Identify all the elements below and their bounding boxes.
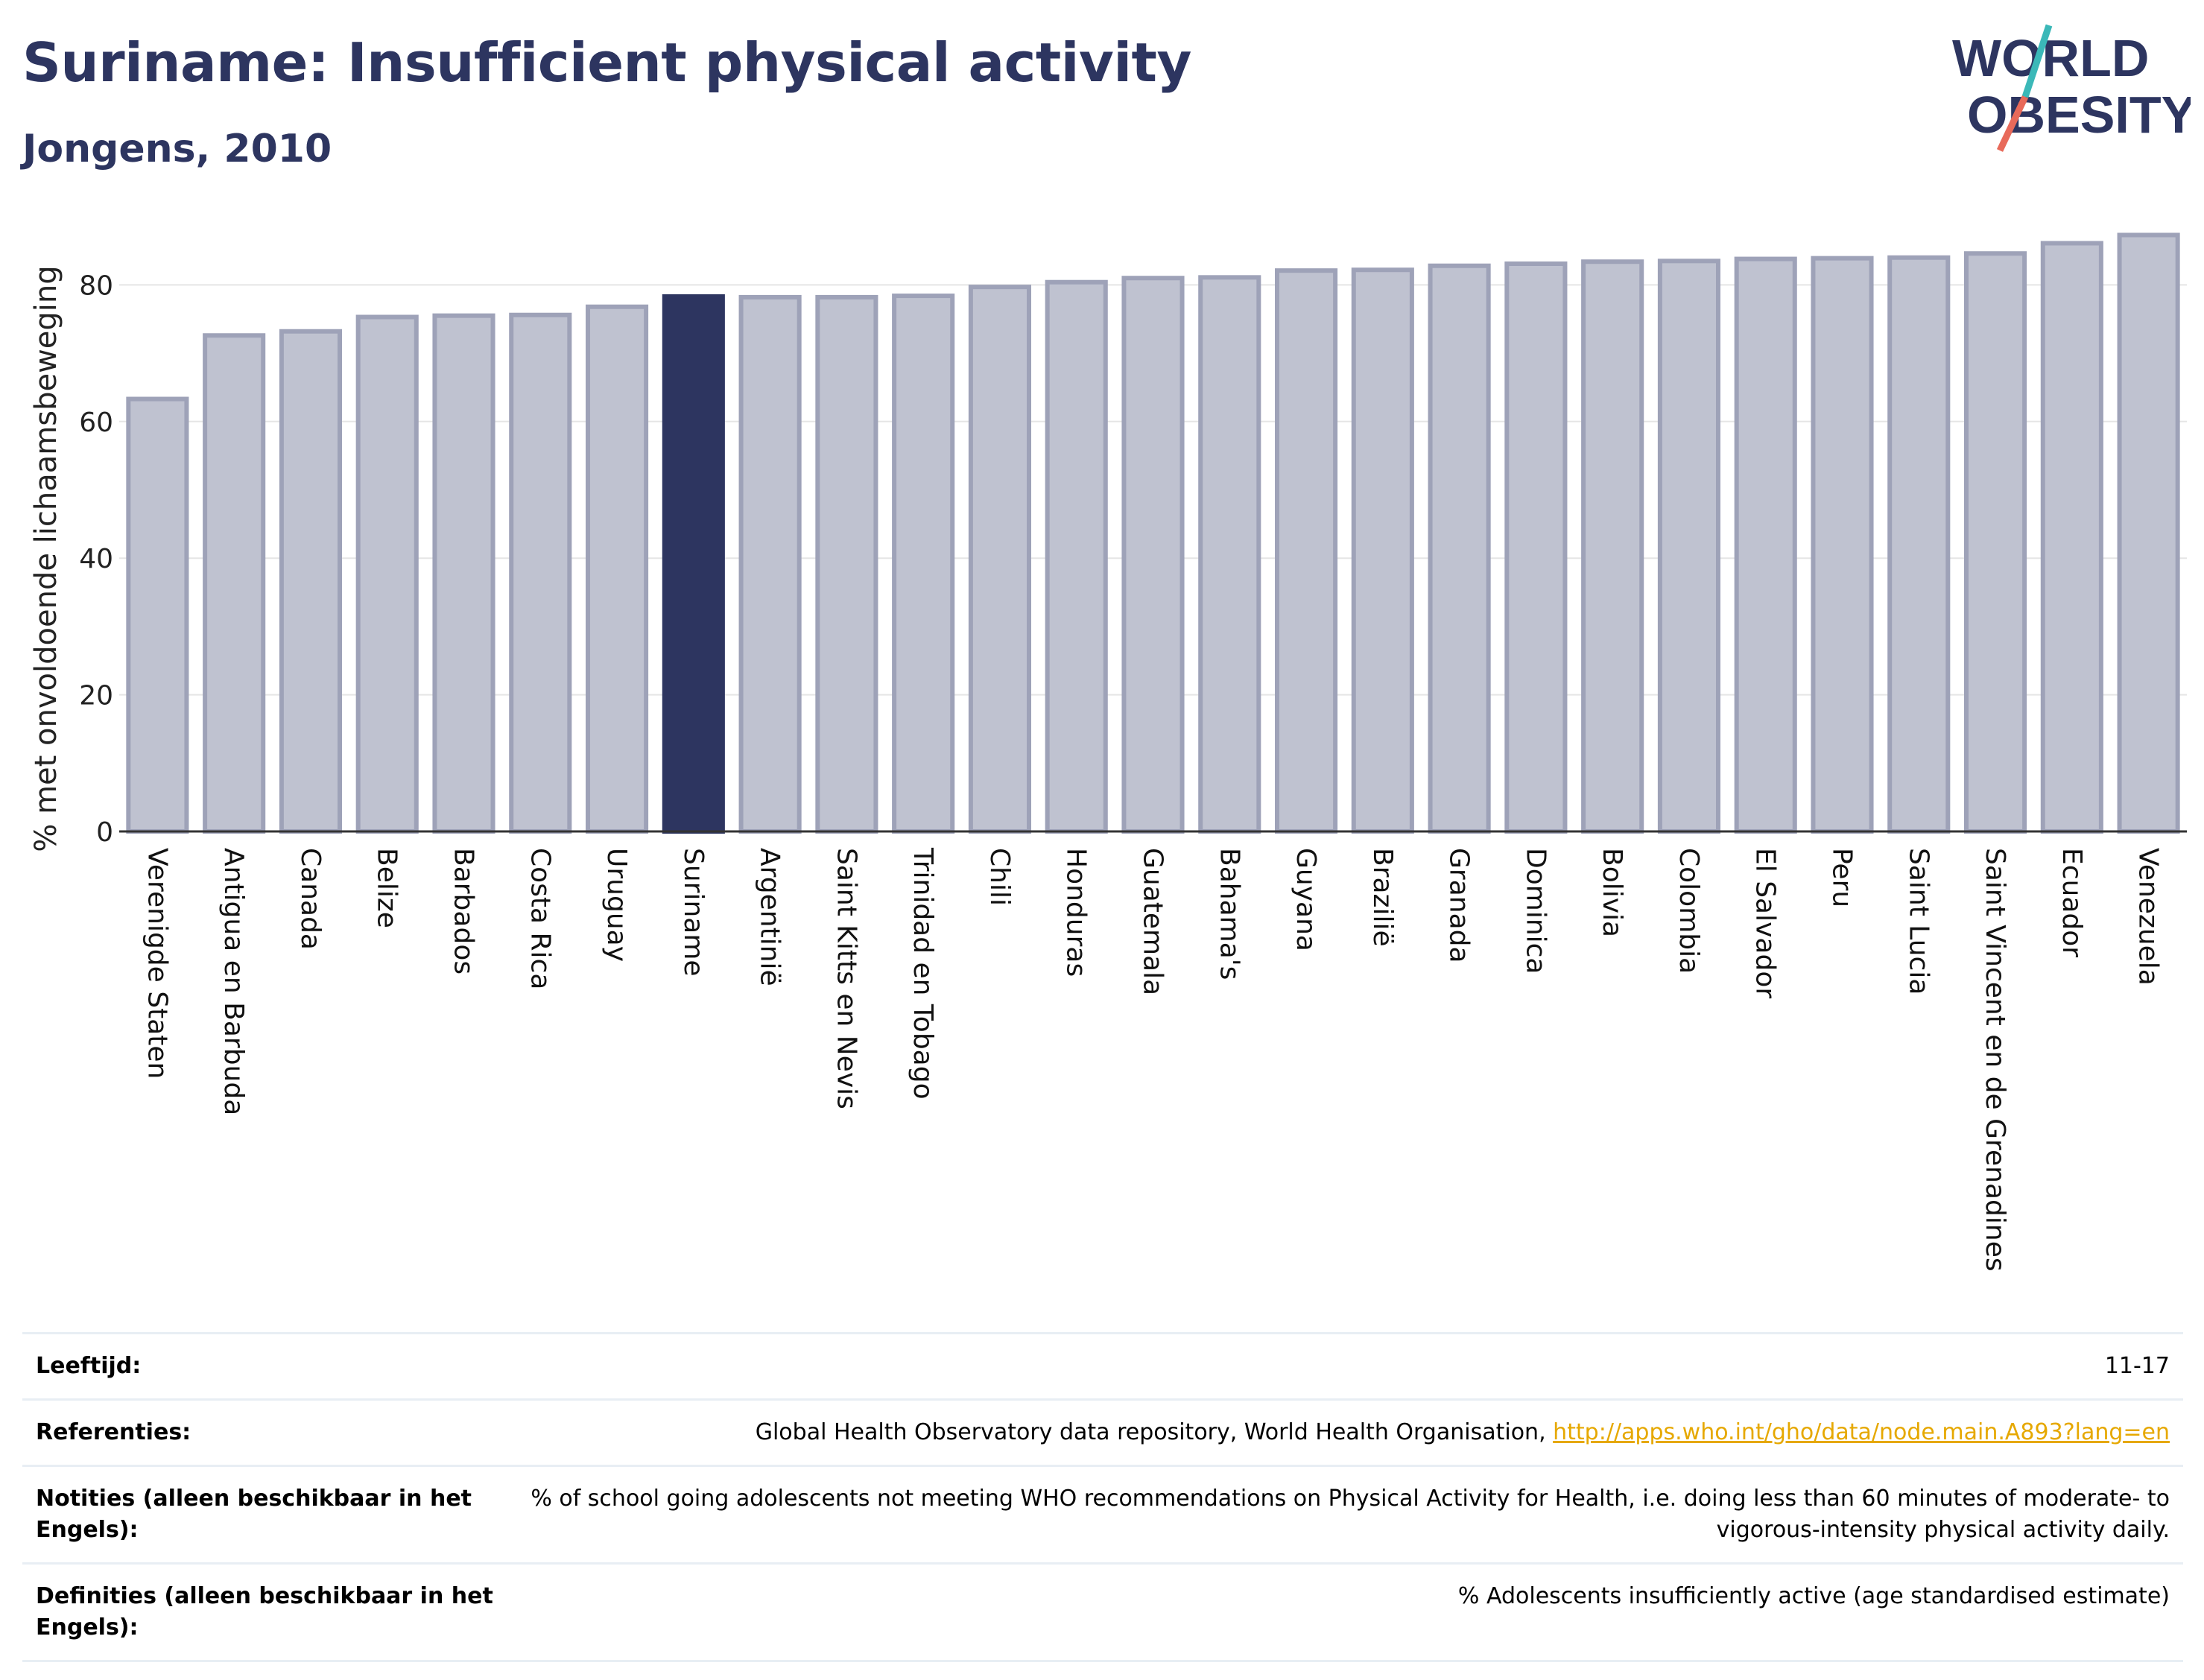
metadata-key: Referenties: bbox=[36, 1419, 191, 1445]
x-tick-label: Saint Kitts en Nevis bbox=[831, 848, 861, 1109]
bar-saint-kitts-en-nevis[interactable] bbox=[815, 294, 878, 834]
logo-slash-teal bbox=[2021, 24, 2053, 98]
bar-guyana[interactable] bbox=[1275, 268, 1338, 834]
x-tick-label: Uruguay bbox=[601, 848, 632, 962]
x-tick-label: Brazilië bbox=[1367, 848, 1398, 947]
bar-argentini-[interactable] bbox=[738, 294, 802, 834]
x-tick-label: Belize bbox=[372, 848, 402, 928]
metadata-key: Definities (alleen beschikbaar in het En… bbox=[36, 1583, 493, 1641]
x-tick-label: Argentinië bbox=[755, 848, 785, 986]
metadata-row: Notities (alleen beschikbaar in het Enge… bbox=[22, 1465, 2183, 1564]
x-tick-label: Suriname bbox=[678, 848, 709, 977]
bar-brazili-[interactable] bbox=[1351, 267, 1414, 834]
bar-dominica[interactable] bbox=[1504, 261, 1568, 834]
y-axis-label: % met onvoldoende lichaamsbeweging bbox=[29, 265, 63, 852]
bar-bahama-s[interactable] bbox=[1198, 275, 1261, 834]
x-tick-label: Granada bbox=[1444, 848, 1475, 963]
bar-peru[interactable] bbox=[1811, 256, 1874, 834]
metadata-row: Definities (alleen beschikbaar in het En… bbox=[22, 1563, 2183, 1661]
y-tick-label: 80 bbox=[79, 270, 113, 301]
metadata-value: % Adolescents insufficiently active (age… bbox=[1457, 1583, 2170, 1609]
x-tick-label: Guatemala bbox=[1138, 848, 1168, 995]
bar-bolivia[interactable] bbox=[1581, 259, 1644, 834]
x-tick-label: Venezuela bbox=[2133, 848, 2164, 986]
metadata-value: 11-17 bbox=[2104, 1353, 2170, 1379]
x-tick-label: Antigua en Barbuda bbox=[218, 848, 249, 1115]
reference-link[interactable]: http://apps.who.int/gho/data/node.main.A… bbox=[1553, 1419, 2170, 1445]
x-tick-label: Colombia bbox=[1673, 848, 1704, 974]
metadata-row: Leeftijd: 11-17 bbox=[22, 1333, 2183, 1400]
metadata-key: Leeftijd: bbox=[36, 1353, 142, 1379]
metadata-value: % of school going adolescents not meetin… bbox=[531, 1486, 2170, 1543]
x-tick-label: Guyana bbox=[1291, 848, 1321, 951]
y-tick-label: 20 bbox=[79, 681, 113, 711]
bar-granada[interactable] bbox=[1428, 263, 1491, 834]
world-obesity-logo: WORLD OBESITY bbox=[1952, 24, 2191, 152]
x-tick-label: Barbados bbox=[449, 848, 479, 974]
bar-antigua-en-barbuda[interactable] bbox=[203, 333, 266, 834]
x-tick-label: Saint Vincent en de Grenadines bbox=[1980, 848, 2010, 1272]
bar-ecuador[interactable] bbox=[2040, 241, 2103, 834]
y-axis-ticks: 0 20 40 60 80 bbox=[79, 270, 113, 848]
metadata-key: Notities (alleen beschikbaar in het Enge… bbox=[36, 1486, 472, 1543]
x-tick-label: Dominica bbox=[1520, 848, 1551, 974]
x-tick-label: Trinidad en Tobago bbox=[908, 847, 938, 1100]
bar-el-salvador[interactable] bbox=[1734, 256, 1797, 834]
x-tick-label: Canada bbox=[295, 848, 326, 950]
logo-slash-coral bbox=[1996, 95, 2029, 152]
bar-canada[interactable] bbox=[279, 329, 342, 834]
x-axis-labels: Verenigde Staten Antigua en Barbuda Canada… bbox=[142, 847, 2163, 1272]
bar-honduras[interactable] bbox=[1045, 279, 1108, 834]
y-tick-label: 40 bbox=[79, 544, 113, 574]
bar-chili[interactable] bbox=[968, 285, 1032, 834]
x-tick-label: Peru bbox=[1827, 848, 1858, 907]
x-tick-label: Chili bbox=[984, 848, 1015, 906]
logo-text-world: WORLD bbox=[1952, 29, 2149, 87]
bar-uruguay[interactable] bbox=[586, 304, 649, 834]
bar-saint-vincent-en-de-grenadines[interactable] bbox=[1964, 251, 2027, 834]
bar-suriname[interactable] bbox=[662, 294, 725, 834]
bar-guatemala[interactable] bbox=[1121, 276, 1185, 834]
x-tick-label: Costa Rica bbox=[525, 848, 555, 989]
x-tick-label: Verenigde Staten bbox=[142, 848, 172, 1079]
y-tick-label: 0 bbox=[96, 817, 113, 848]
x-tick-label: Bahama's bbox=[1214, 848, 1244, 980]
x-tick-label: Bolivia bbox=[1597, 848, 1627, 937]
metadata-value: Global Health Observatory data repositor… bbox=[755, 1419, 2170, 1445]
bar-belize[interactable] bbox=[355, 314, 419, 834]
chart-subtitle: Jongens, 2010 bbox=[22, 127, 332, 171]
y-tick-label: 60 bbox=[79, 408, 113, 438]
bar-saint-lucia[interactable] bbox=[1887, 255, 1951, 834]
x-tick-label: Saint Lucia bbox=[1903, 848, 1934, 995]
x-tick-label: El Salvador bbox=[1750, 848, 1781, 998]
bar-venezuela[interactable] bbox=[2117, 232, 2180, 834]
x-tick-label: Ecuador bbox=[2056, 848, 2087, 957]
bar-verenigde-staten[interactable] bbox=[126, 396, 189, 834]
bar-trinidad-en-tobago[interactable] bbox=[892, 294, 955, 834]
metadata-table: Leeftijd: 11-17 Referenties: Global Health … bbox=[22, 1332, 2183, 1662]
bar-chart: 0 20 40 60 80 Verenigde Staten Antigua en Bar… bbox=[29, 232, 2187, 1272]
bar-colombia[interactable] bbox=[1657, 259, 1721, 834]
bars bbox=[126, 232, 2180, 834]
metadata-row: Referenties: Global Health Observatory da… bbox=[22, 1399, 2183, 1466]
bar-costa-rica[interactable] bbox=[509, 312, 572, 834]
bar-barbados[interactable] bbox=[432, 313, 495, 834]
chart-title: Suriname: Insufficient physical activity bbox=[22, 31, 1191, 94]
x-tick-label: Honduras bbox=[1061, 848, 1092, 977]
